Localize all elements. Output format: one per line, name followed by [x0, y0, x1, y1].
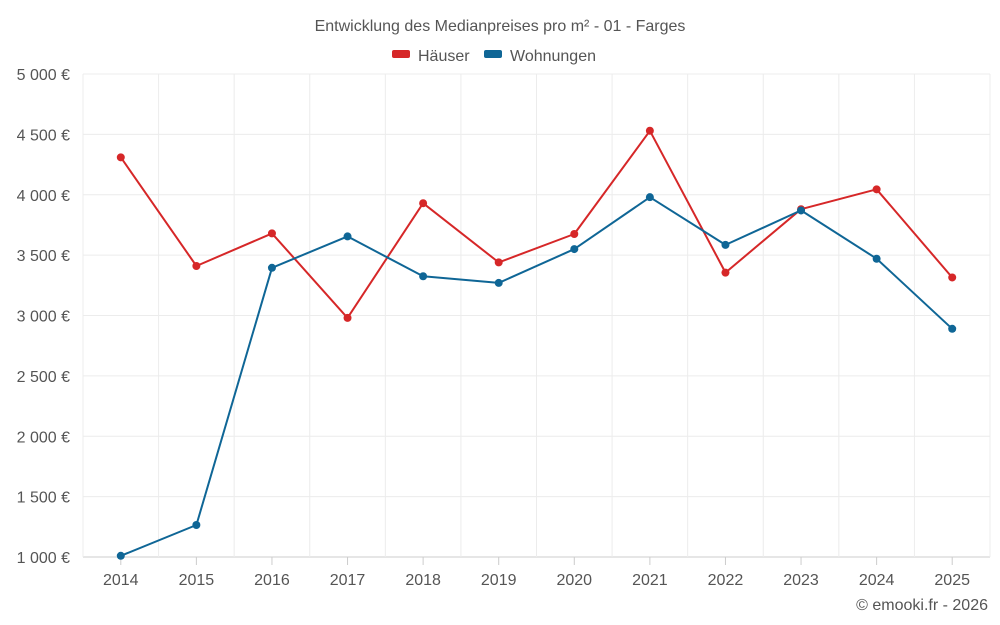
data-point-wohnungen[interactable] — [721, 240, 730, 249]
data-point-wohnungen[interactable] — [419, 272, 428, 281]
data-point-haeuser[interactable] — [721, 268, 730, 277]
legend-swatch-wohnungen — [484, 50, 502, 58]
y-tick-label: 2 000 € — [17, 429, 70, 446]
data-point-haeuser[interactable] — [419, 199, 428, 208]
data-point-wohnungen[interactable] — [192, 521, 201, 530]
x-tick-label: 2018 — [405, 572, 441, 589]
legend[interactable]: Häuser Wohnungen — [392, 48, 596, 65]
x-tick-label: 2025 — [934, 572, 970, 589]
y-tick-label: 1 000 € — [17, 550, 70, 567]
credit-text: © emooki.fr - 2026 — [856, 597, 988, 614]
x-tick-label: 2014 — [103, 572, 139, 589]
y-tick-label: 3 500 € — [17, 248, 70, 265]
series-group — [116, 126, 957, 560]
y-tick-label: 5 000 € — [17, 67, 70, 84]
legend-item-haeuser[interactable]: Häuser — [392, 48, 470, 65]
legend-swatch-haeuser — [392, 50, 410, 58]
x-tick-label: 2015 — [179, 572, 215, 589]
y-tick-label: 3 000 € — [17, 309, 70, 326]
data-point-haeuser[interactable] — [116, 153, 125, 162]
y-tick-label: 2 500 € — [17, 369, 70, 386]
y-tick-label: 4 000 € — [17, 188, 70, 205]
grid — [82, 73, 991, 558]
data-point-wohnungen[interactable] — [797, 206, 806, 215]
data-point-haeuser[interactable] — [494, 258, 503, 267]
data-point-haeuser[interactable] — [872, 185, 881, 194]
legend-label-haeuser: Häuser — [418, 48, 470, 65]
chart-title: Entwicklung des Medianpreises pro m² - 0… — [315, 18, 686, 35]
data-point-haeuser[interactable] — [645, 126, 654, 135]
x-tick-label: 2022 — [708, 572, 744, 589]
series-line-haeuser — [119, 129, 953, 319]
data-point-wohnungen[interactable] — [948, 324, 957, 333]
x-tick-label: 2023 — [783, 572, 819, 589]
data-point-haeuser[interactable] — [192, 261, 201, 270]
y-tick-label: 4 500 € — [17, 127, 70, 144]
x-tick-label: 2020 — [556, 572, 592, 589]
axis: 1 000 € 1 500 € 2 000 € 2 500 € 3 000 € 3 500… — [17, 67, 970, 589]
data-point-haeuser[interactable] — [343, 313, 352, 322]
data-point-haeuser[interactable] — [570, 229, 579, 238]
legend-item-wohnungen[interactable]: Wohnungen — [484, 48, 596, 65]
y-tick-label: 1 500 € — [17, 490, 70, 507]
x-tick-label: 2024 — [859, 572, 895, 589]
data-point-haeuser[interactable] — [267, 229, 276, 238]
data-point-wohnungen[interactable] — [267, 263, 276, 272]
data-point-wohnungen[interactable] — [343, 232, 352, 241]
series-line-wohnungen — [120, 196, 953, 557]
x-tick-label: 2019 — [481, 572, 517, 589]
data-point-wohnungen[interactable] — [645, 193, 654, 202]
x-tick-label: 2016 — [254, 572, 290, 589]
data-point-wohnungen[interactable] — [872, 254, 881, 263]
legend-label-wohnungen: Wohnungen — [510, 48, 596, 65]
data-point-wohnungen[interactable] — [570, 245, 579, 254]
data-point-wohnungen[interactable] — [116, 551, 125, 560]
data-point-wohnungen[interactable] — [494, 278, 503, 287]
data-point-haeuser[interactable] — [948, 273, 957, 282]
x-tick-label: 2021 — [632, 572, 668, 589]
x-tick-label: 2017 — [330, 572, 366, 589]
